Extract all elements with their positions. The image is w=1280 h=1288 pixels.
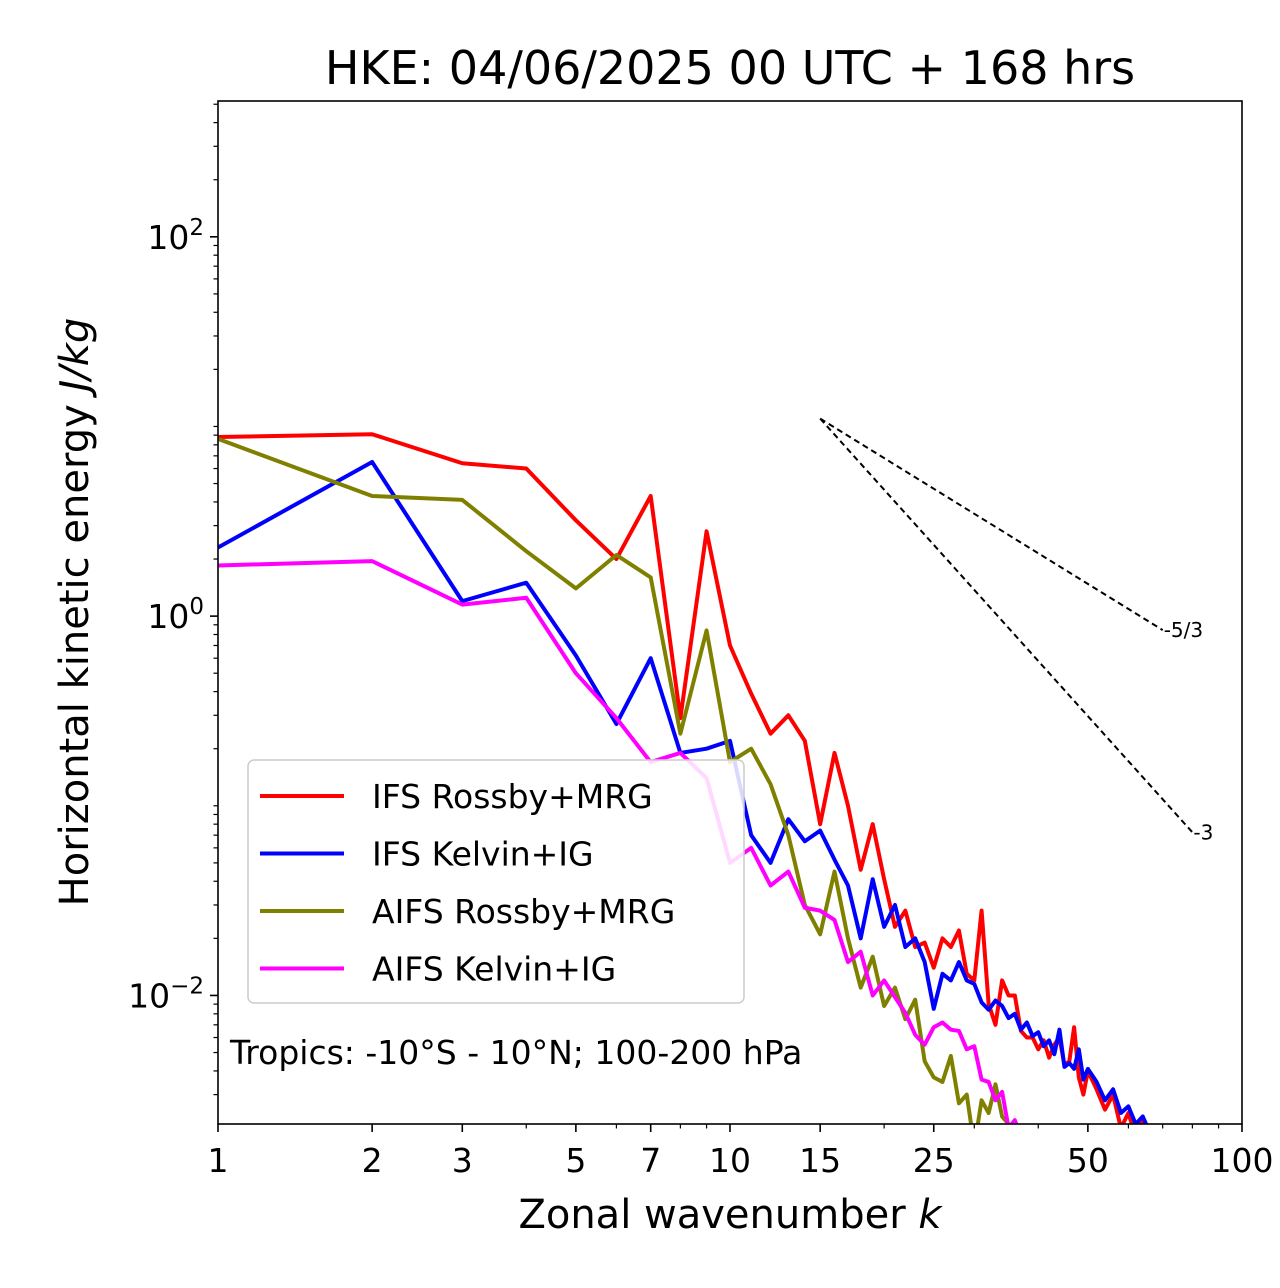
y-axis: 10−2 100 102 <box>128 103 218 1096</box>
reference-line-labels: -5/3 -3 <box>1164 618 1214 844</box>
chart-title: HKE: 04/06/2025 00 UTC + 168 hrs <box>325 41 1135 95</box>
x-tick-label: 5 <box>565 1141 586 1180</box>
x-tick-label: 10 <box>709 1141 751 1180</box>
reference-slope-line <box>819 417 1164 631</box>
y-tick-label: 10−2 <box>128 973 204 1015</box>
legend-label: AIFS Rossby+MRG <box>372 892 675 931</box>
x-tick-label: 15 <box>799 1141 841 1180</box>
x-tick-label: 1 <box>208 1141 229 1180</box>
legend: IFS Rossby+MRG IFS Kelvin+IG AIFS Rossby+M… <box>247 759 745 1004</box>
legend-label: IFS Rossby+MRG <box>372 777 653 816</box>
legend-label: AIFS Kelvin+IG <box>372 950 616 989</box>
series-line <box>218 459 1149 1124</box>
x-tick-label: 25 <box>913 1141 955 1180</box>
legend-frame <box>247 759 745 1004</box>
x-tick-label: 100 <box>1211 1141 1274 1180</box>
x-axis-label: Zonal wavenumber k <box>518 1192 943 1238</box>
reference-slope-label: -5/3 <box>1164 618 1203 642</box>
x-axis: 1 2 3 5 7 10 15 25 50 100 <box>208 1124 1274 1180</box>
reference-lines <box>819 417 1194 833</box>
x-tick-label: 7 <box>640 1141 661 1180</box>
series-line <box>218 432 1147 1124</box>
legend-label: IFS Kelvin+IG <box>372 835 594 874</box>
y-tick-label: 100 <box>147 594 204 636</box>
x-tick-label: 2 <box>362 1141 383 1180</box>
series-line <box>218 436 1011 1124</box>
reference-slope-label: -3 <box>1193 820 1213 844</box>
region-annotation: Tropics: -10°S - 10°N; 100-200 hPa <box>229 1033 802 1072</box>
x-tick-label: 3 <box>452 1141 473 1180</box>
reference-slope-line <box>819 417 1194 833</box>
y-tick-label: 102 <box>147 215 204 257</box>
y-axis-label: Horizontal kinetic energy J/kg <box>52 318 98 907</box>
x-tick-label: 50 <box>1067 1141 1109 1180</box>
